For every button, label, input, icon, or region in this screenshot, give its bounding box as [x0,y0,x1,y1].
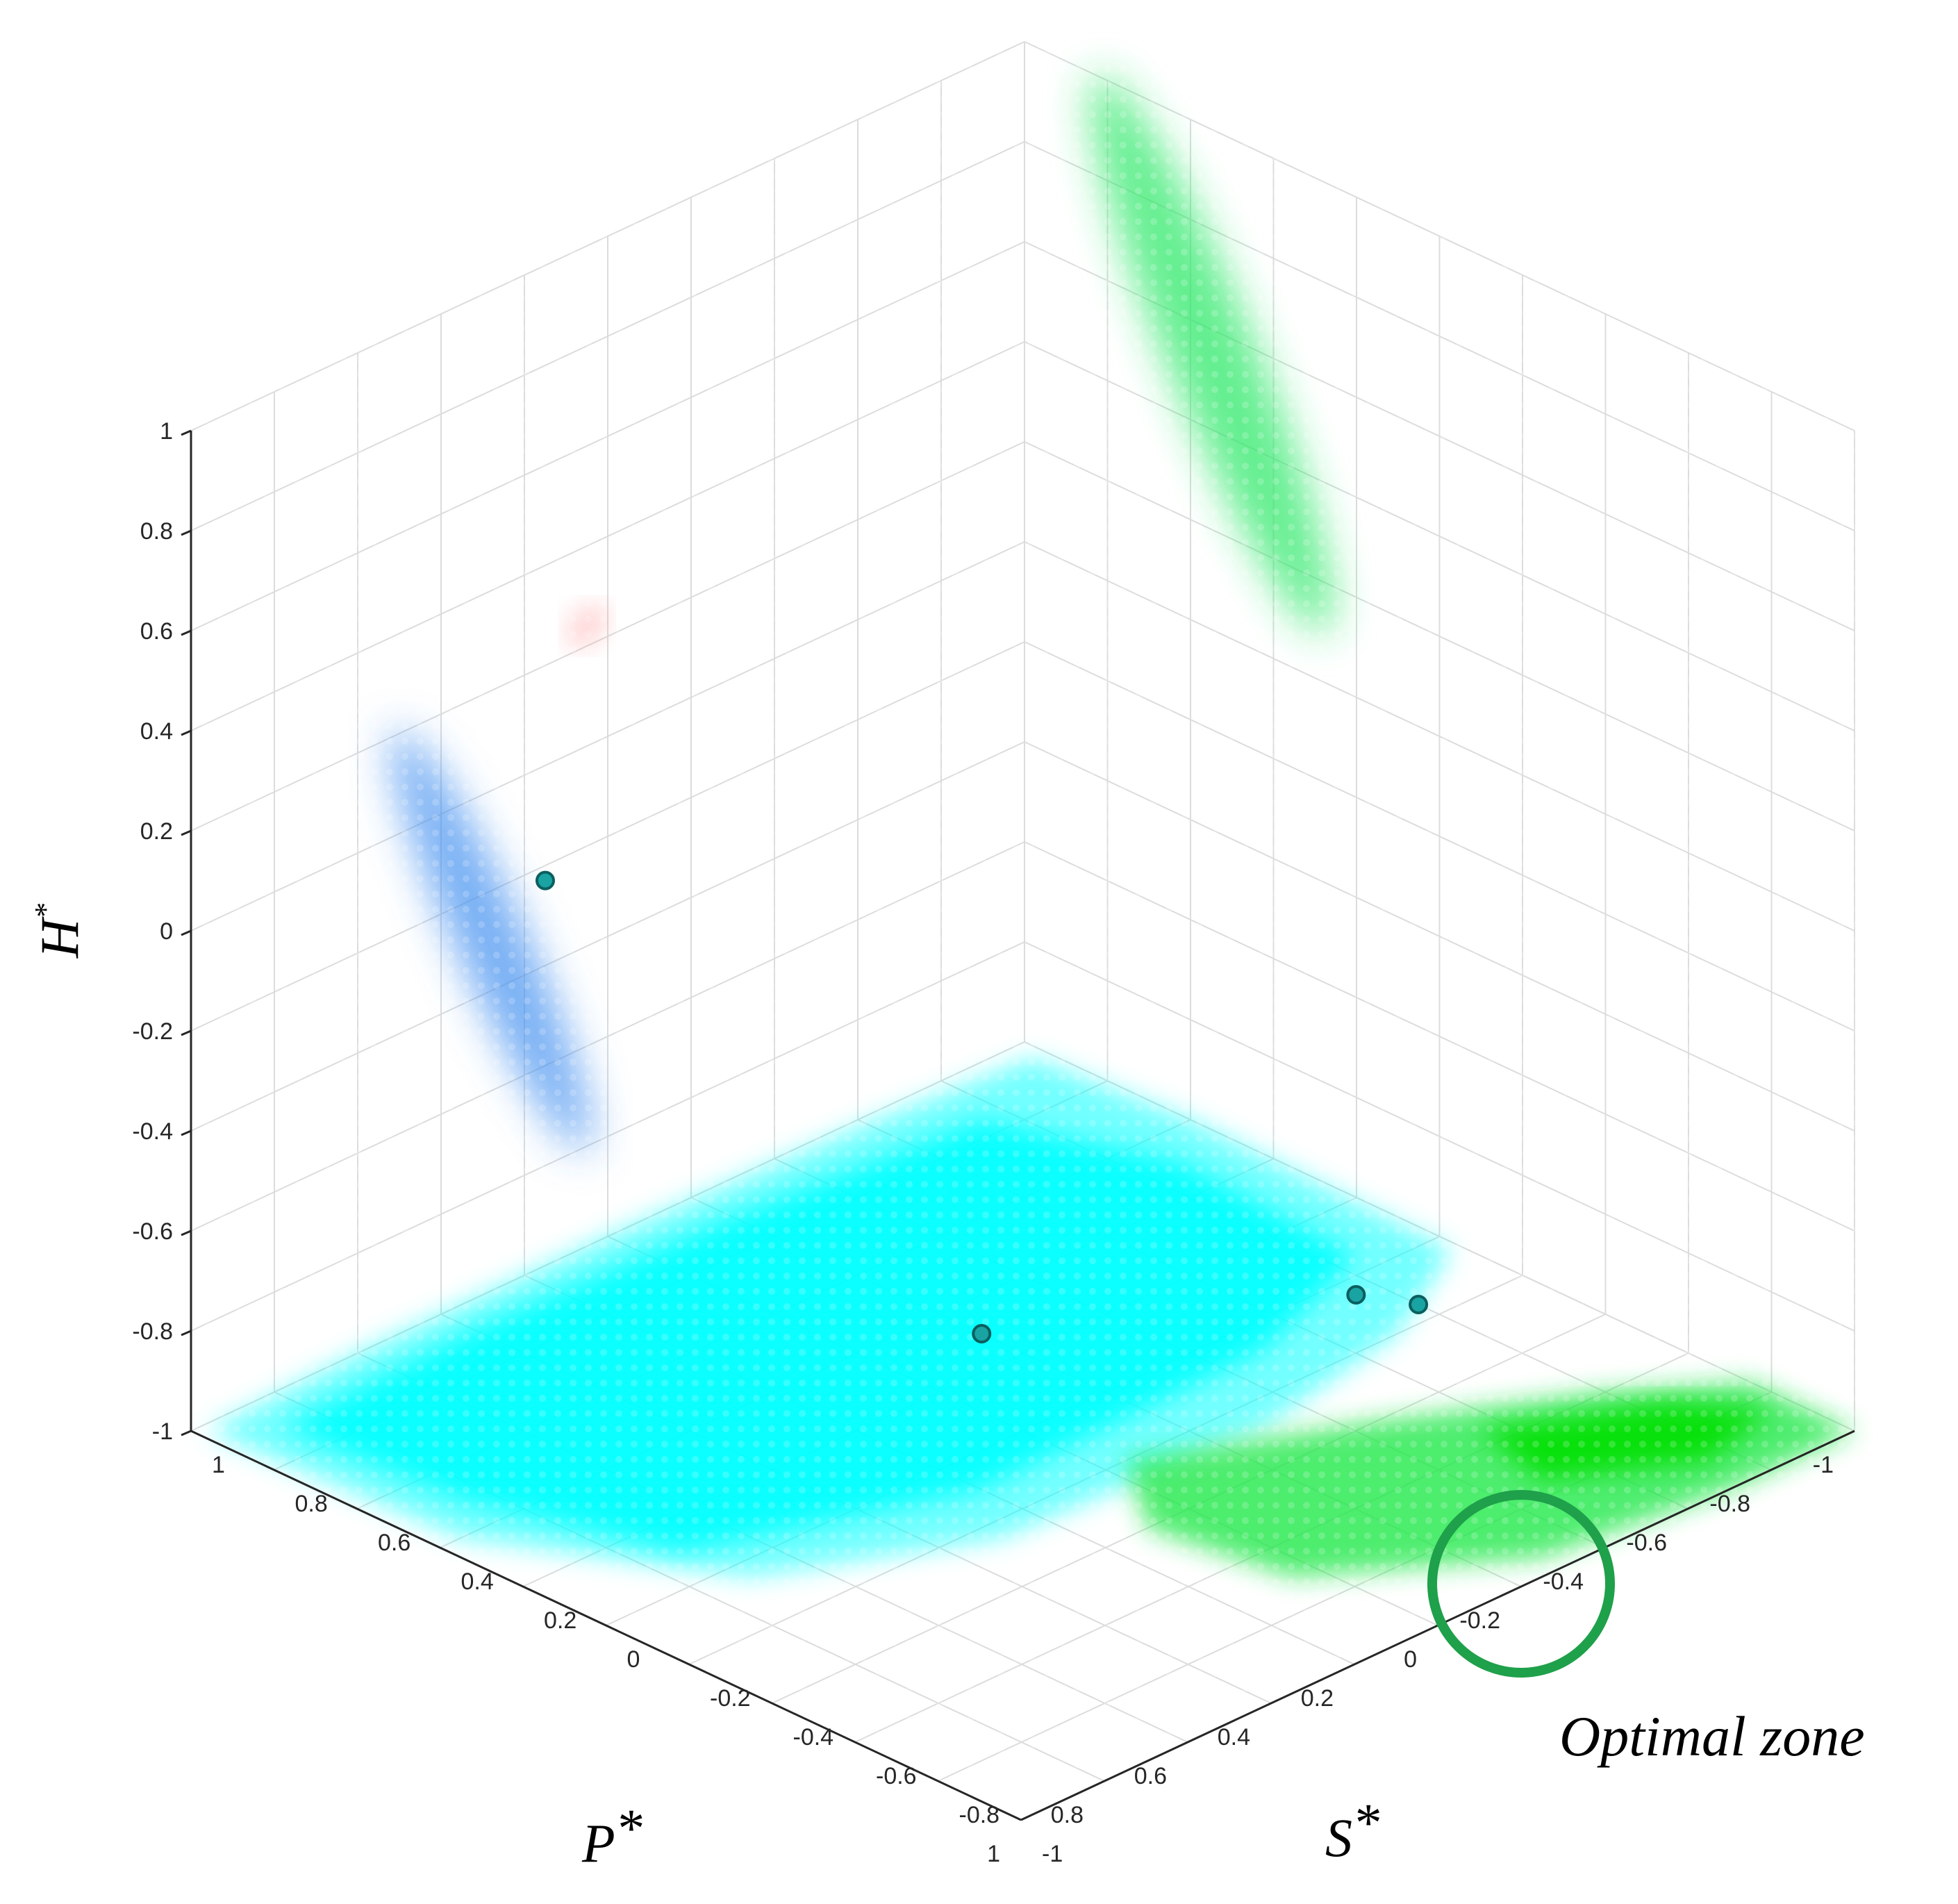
y-tick-label: -0.6 [876,1763,917,1789]
z-axis-label: H* [28,904,90,959]
y-tick-label: 0 [627,1646,640,1673]
y-tick-label: -0.2 [710,1685,751,1712]
z-tick-mark [181,429,192,436]
z-tick-label: -1 [152,1418,173,1445]
z-tick-label: 0.2 [140,818,173,845]
x-axis-label: P* [581,1798,642,1873]
y-tick-label: 0.8 [295,1491,328,1517]
x-tick-label: -0.4 [1543,1568,1584,1595]
z-tick-label: -0.2 [132,1018,173,1045]
y-tick-label: 0.6 [378,1530,410,1556]
z-tick-mark [181,1430,192,1437]
data-point [1409,1295,1429,1314]
z-tick-label: 0 [160,918,173,945]
z-tick-mark [181,1029,192,1036]
z-tick-mark [181,729,192,736]
x-tick-label: 0.8 [1051,1802,1084,1828]
data-point [1346,1285,1366,1305]
z-tick-mark [181,1129,192,1136]
z-tick-mark [181,1230,192,1236]
y-tick-label: 0.2 [544,1607,576,1634]
x-tick-label: 0.4 [1218,1724,1250,1750]
x-tick-label: 0 [1404,1646,1417,1673]
y-tick-label: 0.4 [461,1568,494,1595]
y-axis-label: S* [1325,1792,1379,1868]
z-tick-label: 0.6 [140,618,173,645]
z-tick-mark [181,629,192,636]
y-tick-label: -1 [1042,1841,1063,1867]
data-points [536,870,1429,1343]
z-tick-label: -0.4 [132,1118,173,1145]
z-tick-label: 0.8 [140,518,173,545]
y-tick-label: 1 [212,1452,225,1478]
z-tick-label: -0.8 [132,1318,173,1345]
y-tick-label: -0.8 [959,1802,1000,1828]
x-tick-label: -0.2 [1459,1607,1500,1634]
z-tick-label: 0.4 [140,718,173,745]
x-tick-label: -1 [1813,1452,1834,1478]
optimal-zone-label: Optimal zone [1559,1705,1865,1768]
data-point [536,870,555,891]
z-tick-label: -0.6 [132,1218,173,1245]
y-tick-label: -0.4 [793,1724,834,1750]
optimal-zone-circle [1427,1490,1615,1678]
z-tick-mark [181,1330,192,1336]
x-axis-line [190,1430,1022,1821]
x-tick-label: -0.6 [1626,1530,1667,1556]
x-tick-label: 0.2 [1301,1685,1334,1712]
x-tick-label: 1 [987,1841,1000,1867]
tick-labels: 1 0.8 0.6 0.4 0.2 0 -0.2 -0.4 -0.6 -0.8 -1 1 0.8 0.6 0… [132,418,1834,1867]
z-tick-label: 1 [160,418,173,445]
z-tick-mark [181,529,192,536]
x-tick-label: 0.6 [1134,1763,1167,1789]
z-tick-mark [181,829,192,836]
data-point [972,1324,992,1343]
z-tick-mark [181,929,192,936]
x-tick-label: -0.8 [1709,1491,1750,1517]
